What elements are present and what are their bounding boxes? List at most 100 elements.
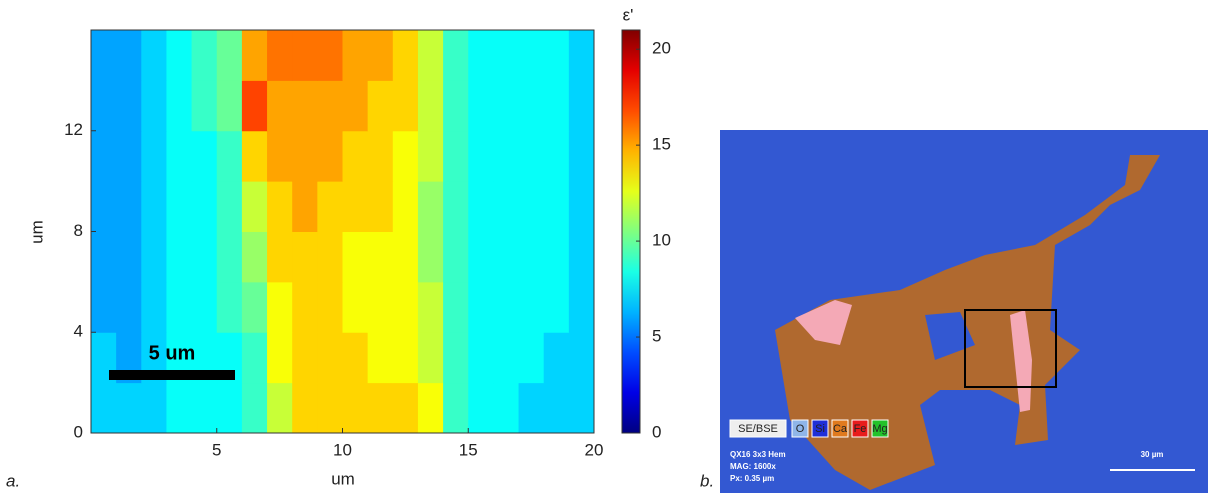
heat-cell <box>417 181 444 232</box>
heat-cell <box>342 181 369 232</box>
heat-cell <box>342 130 369 182</box>
colorbar-tick-label: 0 <box>652 422 661 441</box>
heat-cell <box>191 130 218 182</box>
colorbar-tick-label: 15 <box>652 135 671 154</box>
heat-cell <box>392 30 419 81</box>
heat-cell <box>342 281 369 333</box>
heat-cell <box>216 30 243 81</box>
heat-cell <box>267 30 293 81</box>
heat-cell <box>367 130 394 182</box>
heat-cell <box>267 231 293 283</box>
heat-cell <box>543 231 570 283</box>
heat-cell <box>166 130 193 182</box>
heat-cell <box>166 281 193 333</box>
x-tick-label: 10 <box>333 440 352 459</box>
y-tick-label: 8 <box>74 221 83 240</box>
heat-cell <box>241 130 268 182</box>
grain <box>775 155 1160 490</box>
heat-cell <box>141 382 167 434</box>
heat-cell <box>216 80 243 132</box>
heat-cell <box>141 130 167 182</box>
heat-cell <box>443 30 469 81</box>
heat-cell <box>392 332 419 384</box>
y-tick-label: 4 <box>74 322 83 341</box>
heat-cell <box>216 382 243 434</box>
heat-cell <box>116 281 142 333</box>
heat-cell <box>342 30 369 81</box>
heat-cell <box>568 80 595 132</box>
heat-cell <box>392 231 419 283</box>
heat-cell <box>468 281 494 333</box>
heat-cell <box>392 181 419 232</box>
heat-cell <box>443 382 469 434</box>
heat-cell <box>241 181 268 232</box>
heat-cell <box>191 382 218 434</box>
y-axis-label: um <box>27 220 46 244</box>
heat-cell <box>91 30 117 81</box>
heat-cell <box>543 80 570 132</box>
heat-cell <box>367 231 394 283</box>
heat-cell <box>141 80 167 132</box>
heat-cell <box>568 181 595 232</box>
legend-chip <box>729 419 787 438</box>
heat-cell <box>493 80 520 132</box>
heat-cell <box>141 281 167 333</box>
heat-cell <box>518 130 545 182</box>
y-tick-label: 12 <box>64 120 83 139</box>
heat-cell <box>443 80 469 132</box>
legend-label: Ca <box>833 423 848 435</box>
legend-label: Fe <box>854 423 867 435</box>
heat-cell <box>543 130 570 182</box>
heat-cell <box>367 30 394 81</box>
heat-cell <box>568 130 595 182</box>
heat-cell <box>317 130 343 182</box>
heat-cell <box>317 181 343 232</box>
heat-cell <box>518 30 545 81</box>
heat-cell <box>543 332 570 384</box>
heat-cell <box>141 231 167 283</box>
heatmap <box>91 30 595 434</box>
heat-cell <box>342 382 369 434</box>
heat-cell <box>317 231 343 283</box>
panel-label: a. <box>6 471 20 490</box>
heat-cell <box>241 80 268 132</box>
heat-cell <box>91 80 117 132</box>
heat-cell <box>443 332 469 384</box>
heat-cell <box>267 80 293 132</box>
heat-cell <box>191 281 218 333</box>
heat-cell <box>166 30 193 81</box>
element-legend: SE/BSE O Si Ca Fe Mg <box>729 419 889 438</box>
heat-cell <box>367 281 394 333</box>
heat-cell <box>568 30 595 81</box>
legend-label: O <box>796 423 805 435</box>
heat-cell <box>317 382 343 434</box>
heat-cell <box>267 181 293 232</box>
heat-cell <box>543 30 570 81</box>
pore <box>925 312 975 360</box>
info-text: MAG: 1600x <box>730 462 776 471</box>
heat-cell <box>493 281 520 333</box>
heat-cell <box>568 281 595 333</box>
heat-cell <box>216 231 243 283</box>
legend-chip <box>831 419 849 438</box>
heat-cell <box>417 231 444 283</box>
heat-cell <box>91 130 117 182</box>
heat-cell <box>543 181 570 232</box>
x-tick-label: 5 <box>212 440 221 459</box>
heat-cell <box>417 130 444 182</box>
heat-cell <box>292 30 318 81</box>
heat-cell <box>216 130 243 182</box>
heat-cell <box>493 130 520 182</box>
heat-cell <box>342 80 369 132</box>
heat-cell <box>166 181 193 232</box>
heat-cell <box>267 332 293 384</box>
heat-cell <box>241 281 268 333</box>
heat-cell <box>443 130 469 182</box>
colorbar <box>621 29 641 434</box>
scale-label: 5 um <box>149 342 196 364</box>
heat-cell <box>367 181 394 232</box>
heat-cell <box>468 80 494 132</box>
legend-label: Mg <box>872 423 887 435</box>
heat-cell <box>493 231 520 283</box>
heat-cell <box>317 30 343 81</box>
